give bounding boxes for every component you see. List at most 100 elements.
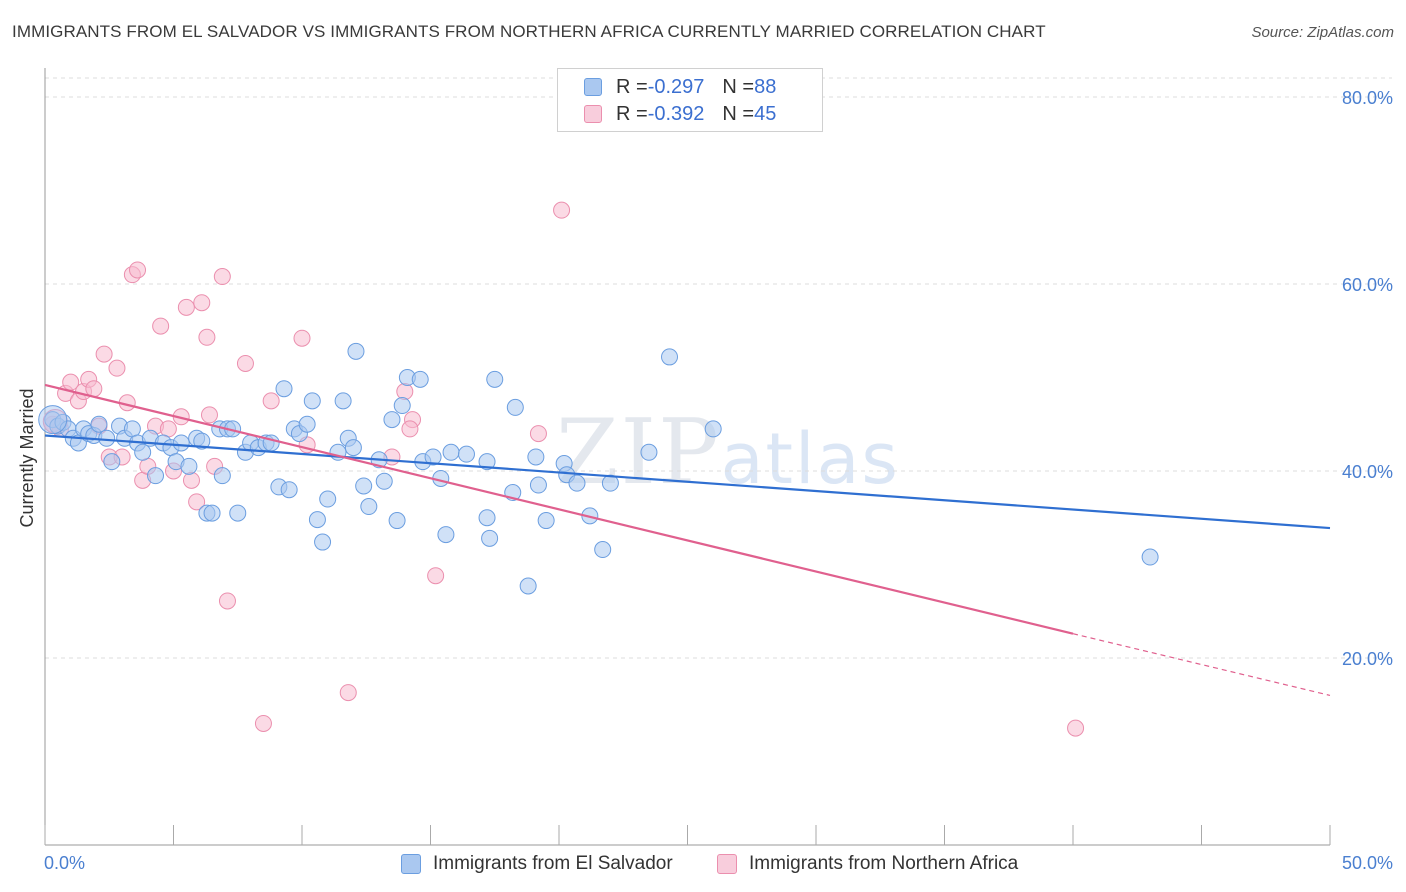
data-point-el-salvador xyxy=(594,541,612,559)
data-point-el-salvador xyxy=(275,380,293,398)
bottom-legend-el-salvador: Immigrants from El Salvador xyxy=(401,851,673,877)
data-point-el-salvador xyxy=(303,392,321,410)
bottom-legend-northern-africa: Immigrants from Northern Africa xyxy=(717,851,1018,877)
data-point-el-salvador xyxy=(355,477,373,495)
data-point-northern-africa xyxy=(396,383,414,401)
y-tick-label: 40.0% xyxy=(1342,462,1393,482)
data-point-el-salvador xyxy=(375,472,393,490)
bottom-legend-label: Immigrants from El Salvador xyxy=(433,853,673,874)
data-point-el-salvador xyxy=(442,443,460,461)
data-point-northern-africa xyxy=(553,201,571,219)
legend-row-el-salvador: R = -0.297 N = 88 xyxy=(584,74,776,100)
y-tick-label: 60.0% xyxy=(1342,275,1393,295)
data-point-el-salvador xyxy=(180,457,198,475)
y-tick-label: 20.0% xyxy=(1342,649,1393,669)
axes xyxy=(44,68,1331,846)
data-point-northern-africa xyxy=(95,345,113,363)
data-point-el-salvador xyxy=(213,467,231,485)
data-point-el-salvador xyxy=(506,398,524,416)
data-point-el-salvador xyxy=(393,397,411,415)
data-point-el-salvador xyxy=(529,476,547,494)
data-point-el-salvador xyxy=(568,474,586,492)
data-point-el-salvador xyxy=(314,533,332,551)
data-point-el-salvador xyxy=(424,448,442,466)
data-point-northern-africa xyxy=(339,684,357,702)
data-point-northern-africa xyxy=(218,592,236,610)
data-point-el-salvador xyxy=(193,432,211,450)
legend-r-value: -0.392 xyxy=(647,102,705,125)
blue-swatch xyxy=(584,78,602,96)
data-point-el-salvador xyxy=(704,420,722,438)
data-point-el-salvador xyxy=(334,392,352,410)
data-point-northern-africa xyxy=(293,329,311,347)
trend-line-northern-africa-extension xyxy=(1072,633,1331,696)
data-point-el-salvador xyxy=(486,370,504,388)
source-label: Source: ZipAtlas.com xyxy=(1251,24,1394,41)
data-point-el-salvador xyxy=(537,512,555,530)
data-point-northern-africa xyxy=(401,420,419,438)
chart-title: IMMIGRANTS FROM EL SALVADOR VS IMMIGRANT… xyxy=(12,22,1046,41)
data-point-el-salvador xyxy=(344,439,362,457)
data-point-northern-africa xyxy=(427,567,445,585)
data-point-el-salvador xyxy=(640,443,658,461)
data-point-northern-africa xyxy=(129,261,147,279)
legend-n-label: N = xyxy=(722,75,755,98)
data-point-el-salvador xyxy=(478,453,496,471)
data-point-northern-africa xyxy=(262,392,280,410)
data-point-el-salvador xyxy=(437,526,455,544)
legend-n-value: 88 xyxy=(754,75,777,98)
legend-row-northern-africa: R = -0.392 N = 45 xyxy=(584,101,776,127)
data-point-el-salvador xyxy=(90,415,108,433)
data-point-el-salvador xyxy=(229,504,247,522)
y-axis-label: Currently Married xyxy=(17,388,37,527)
data-point-northern-africa xyxy=(182,471,200,489)
tick-labels: 20.0% 40.0% 60.0% 80.0% 0.0% 50.0% xyxy=(44,88,1393,873)
data-point-el-salvador xyxy=(134,443,152,461)
data-point-el-salvador xyxy=(478,509,496,527)
data-point-el-salvador xyxy=(172,434,190,452)
data-point-northern-africa xyxy=(108,359,126,377)
data-point-el-salvador xyxy=(298,415,316,433)
correlation-legend: R = -0.297 N = 88 R = -0.392 N = 45 xyxy=(557,68,823,132)
legend-r-value: -0.297 xyxy=(647,75,705,98)
pink-swatch xyxy=(717,854,737,874)
data-point-el-salvador xyxy=(319,490,337,508)
x-tick-label: 0.0% xyxy=(44,853,85,873)
pink-swatch xyxy=(584,105,602,123)
data-point-northern-africa xyxy=(213,268,231,286)
legend-r-label: R = xyxy=(616,102,648,125)
data-point-el-salvador xyxy=(383,411,401,429)
data-point-el-salvador xyxy=(388,512,406,530)
data-point-el-salvador xyxy=(203,504,221,522)
data-point-el-salvador xyxy=(481,529,499,547)
trend-line-northern-africa xyxy=(44,383,1074,635)
data-point-el-salvador xyxy=(280,481,298,499)
y-tick-label: 80.0% xyxy=(1342,88,1393,108)
data-point-el-salvador xyxy=(1141,548,1159,566)
data-point-northern-africa xyxy=(200,406,218,424)
data-point-northern-africa xyxy=(188,493,206,511)
data-point-el-salvador xyxy=(103,453,121,471)
data-point-el-salvador xyxy=(527,448,545,466)
data-point-el-salvador xyxy=(519,577,537,595)
bottom-legend-label: Immigrants from Northern Africa xyxy=(749,853,1019,874)
x-tick-label: 50.0% xyxy=(1342,853,1393,873)
data-point-northern-africa xyxy=(236,354,254,372)
trend-line-el-salvador xyxy=(44,434,1331,530)
data-point-northern-africa xyxy=(198,328,216,346)
data-point-el-salvador xyxy=(38,405,68,435)
data-point-el-salvador xyxy=(347,342,365,360)
data-point-el-salvador xyxy=(411,370,429,388)
legend-n-label: N = xyxy=(722,102,755,125)
data-point-northern-africa xyxy=(254,714,272,732)
data-point-el-salvador xyxy=(661,348,679,366)
trend-lines xyxy=(44,383,1331,696)
data-point-northern-africa xyxy=(177,298,195,316)
legend-r-label: R = xyxy=(616,75,648,98)
data-point-el-salvador xyxy=(360,498,378,516)
data-point-northern-africa xyxy=(529,425,547,443)
data-point-northern-africa xyxy=(152,317,170,335)
data-point-el-salvador xyxy=(308,511,326,529)
legend-n-value: 45 xyxy=(754,102,777,125)
